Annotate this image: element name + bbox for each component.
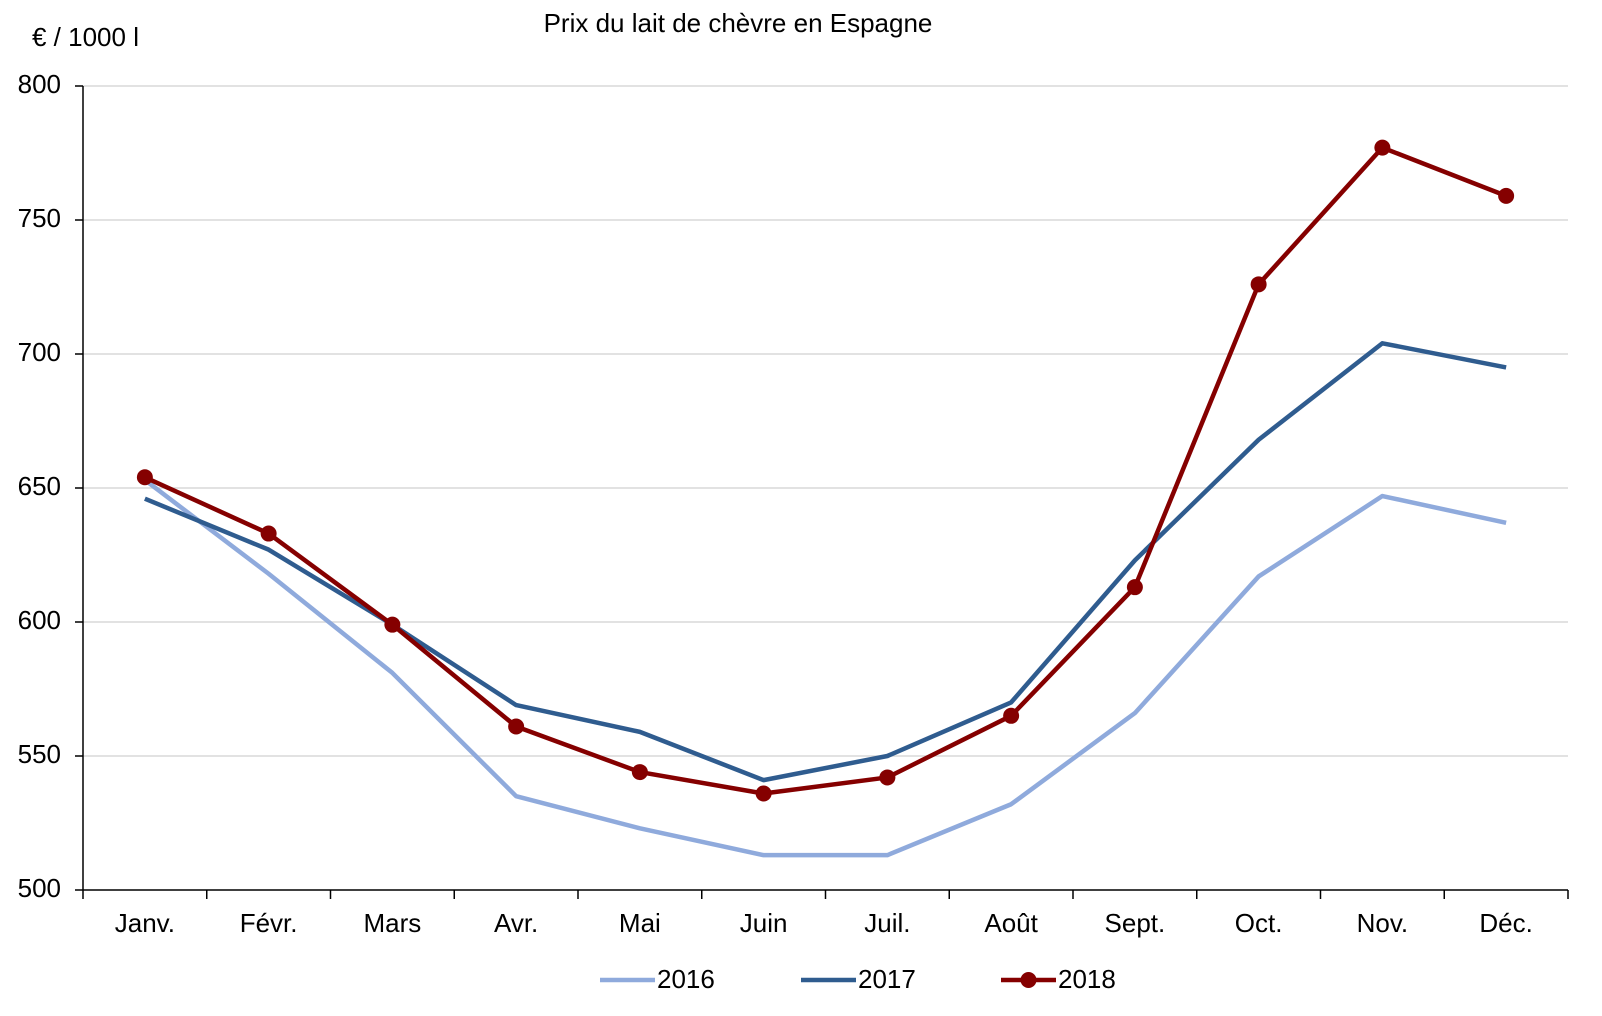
series-line: [143, 145, 1507, 796]
x-tick-label: Juin: [740, 908, 788, 938]
y-tick-label: 600: [18, 605, 61, 635]
x-tick-label: Nov.: [1357, 908, 1409, 938]
series-marker: [1498, 187, 1515, 204]
y-tick-label: 700: [18, 337, 61, 367]
y-tick-label: 500: [18, 873, 61, 903]
x-tick-label: Mars: [363, 908, 421, 938]
series-marker: [755, 785, 772, 802]
y-tick-label: 650: [18, 471, 61, 501]
x-tick-label: Sept.: [1105, 908, 1166, 938]
x-tick-label: Déc.: [1479, 908, 1532, 938]
series-marker: [508, 718, 525, 735]
series-marker: [136, 469, 153, 486]
chart-title: Prix du lait de chèvre en Espagne: [544, 8, 933, 38]
series-marker: [384, 616, 401, 633]
y-tick-label: 750: [18, 203, 61, 233]
y-tick-label: 550: [18, 739, 61, 769]
series-marker: [1250, 276, 1267, 293]
x-tick-label: Mai: [619, 908, 661, 938]
y-tick-label: 800: [18, 69, 61, 99]
legend-label: 2017: [858, 964, 916, 994]
x-tick-label: Août: [984, 908, 1038, 938]
x-tick-label: Janv.: [115, 908, 175, 938]
series-line: [144, 341, 1507, 783]
x-tick-label: Avr.: [494, 908, 538, 938]
legend-label: 2018: [1058, 964, 1116, 994]
y-axis-label: € / 1000 l: [32, 22, 139, 52]
series-marker: [631, 764, 648, 781]
series-marker: [260, 525, 277, 542]
series-line: [143, 478, 1507, 858]
legend-label: 2016: [657, 964, 715, 994]
series-marker: [1374, 139, 1391, 156]
x-tick-label: Juil.: [864, 908, 910, 938]
series-marker: [1003, 707, 1020, 724]
legend-marker: [1020, 972, 1037, 988]
series-marker: [1126, 579, 1143, 596]
series-marker: [879, 769, 896, 786]
x-tick-label: Févr.: [240, 908, 298, 938]
x-tick-label: Oct.: [1235, 908, 1283, 938]
